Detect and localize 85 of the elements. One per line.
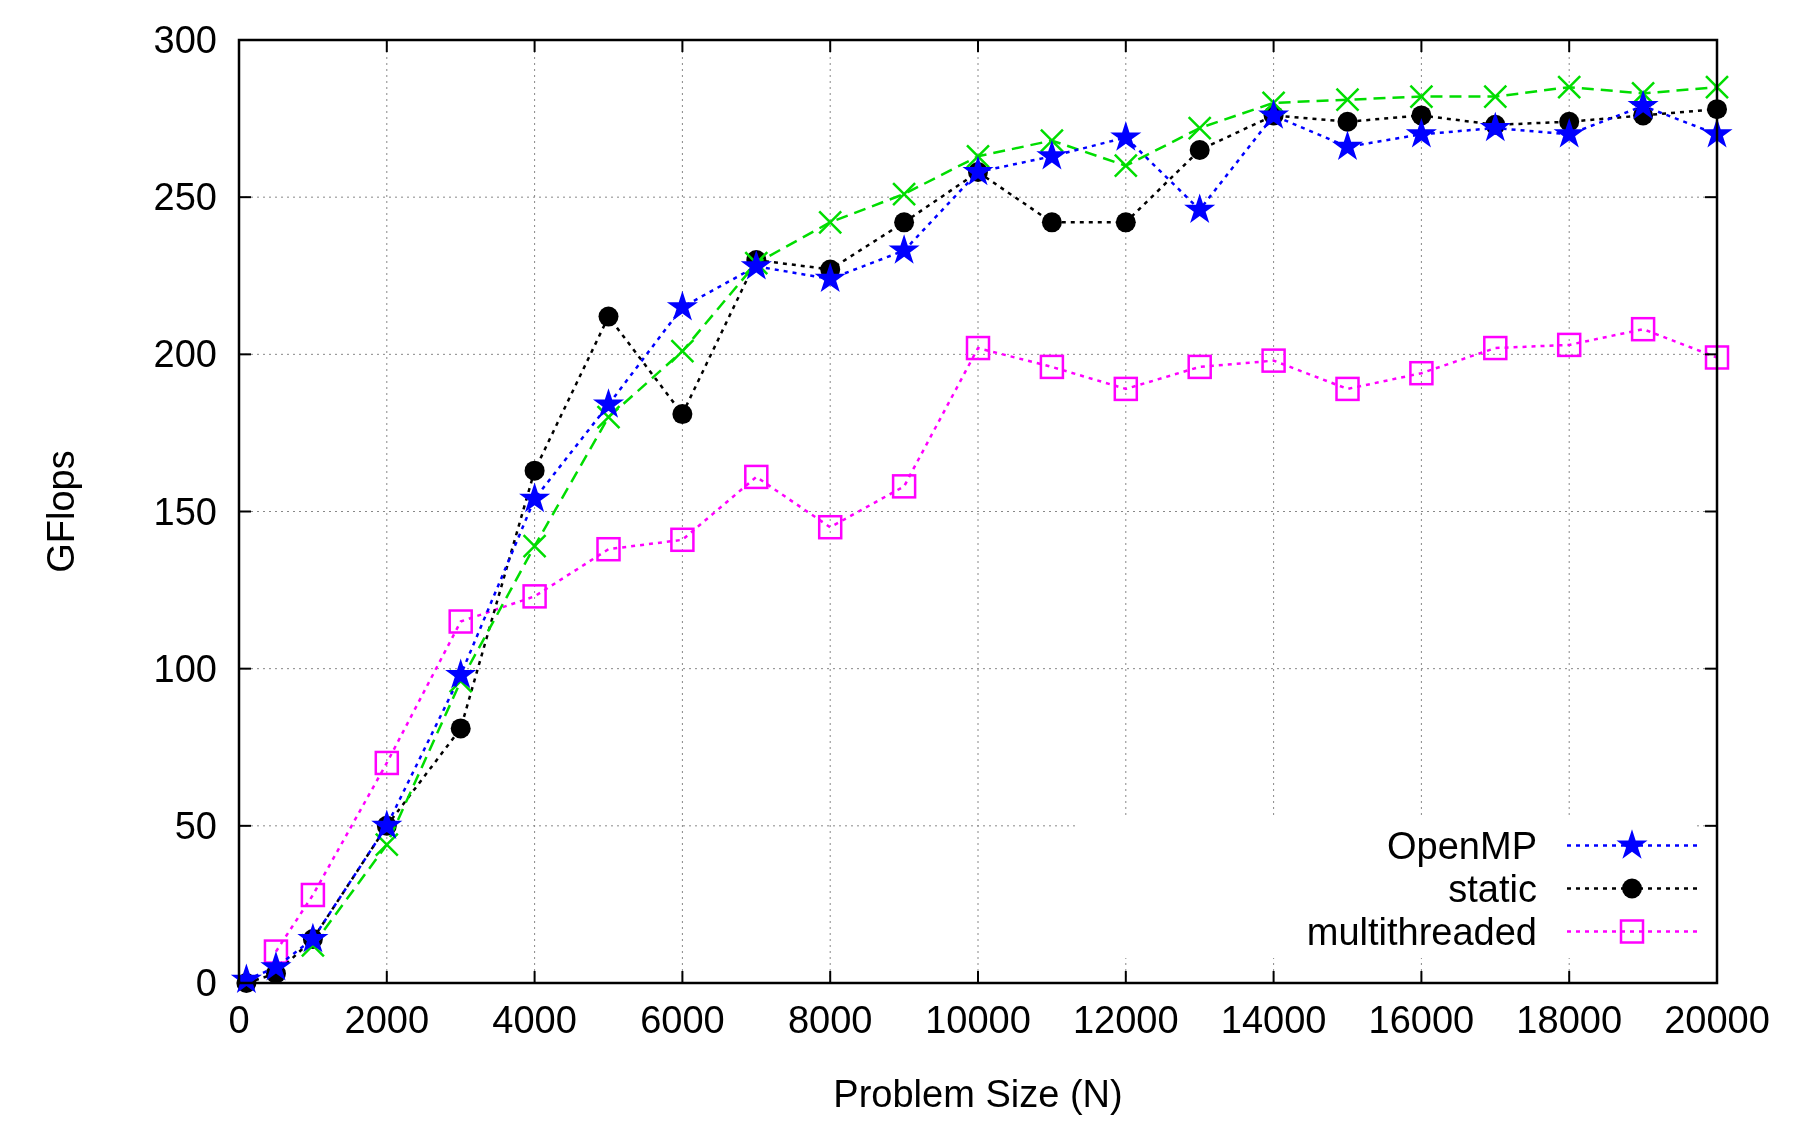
point bbox=[522, 533, 547, 559]
point bbox=[1405, 117, 1437, 148]
x-tick-label: 4000 bbox=[492, 999, 577, 1041]
point bbox=[1184, 193, 1216, 223]
point bbox=[1187, 115, 1212, 141]
point bbox=[1113, 153, 1139, 178]
point bbox=[888, 234, 920, 264]
point bbox=[814, 262, 846, 293]
x-tick-label: 18000 bbox=[1516, 999, 1623, 1041]
point bbox=[672, 404, 693, 425]
point bbox=[297, 922, 329, 953]
y-axis-title: GFlops bbox=[40, 450, 82, 573]
point bbox=[1704, 345, 1730, 370]
x-tick-label: 2000 bbox=[344, 999, 430, 1041]
point bbox=[1479, 111, 1511, 142]
point bbox=[965, 335, 991, 361]
point bbox=[1704, 74, 1730, 100]
point bbox=[1036, 139, 1068, 170]
legend-label: OpenMP bbox=[1387, 824, 1537, 867]
x-tick-label: 10000 bbox=[925, 999, 1031, 1041]
point bbox=[598, 306, 619, 327]
point bbox=[1409, 360, 1434, 386]
point bbox=[1113, 376, 1139, 402]
legend-label: multithreaded bbox=[1306, 910, 1537, 953]
x-tick-label: 0 bbox=[228, 999, 250, 1041]
point bbox=[670, 527, 695, 553]
point bbox=[1261, 348, 1286, 373]
point bbox=[1337, 111, 1358, 132]
point bbox=[522, 584, 547, 609]
point bbox=[1553, 117, 1585, 148]
point bbox=[670, 338, 695, 364]
point bbox=[1331, 130, 1364, 161]
point bbox=[1110, 121, 1142, 151]
point bbox=[260, 950, 292, 981]
point bbox=[1187, 354, 1212, 380]
y-tick-label: 0 bbox=[195, 962, 217, 1004]
point bbox=[1258, 99, 1290, 129]
point bbox=[1483, 84, 1508, 109]
point bbox=[817, 514, 843, 540]
legend-label: static bbox=[1448, 867, 1537, 910]
point bbox=[666, 290, 698, 321]
point bbox=[374, 750, 400, 776]
point bbox=[1411, 105, 1432, 126]
y-tick-label: 250 bbox=[153, 176, 217, 219]
x-tick-label: 16000 bbox=[1368, 999, 1475, 1041]
point bbox=[448, 609, 473, 634]
point bbox=[371, 809, 403, 840]
x-axis-title: Problem Size (N) bbox=[833, 1073, 1123, 1115]
point bbox=[1335, 376, 1360, 402]
x-tick-label: 12000 bbox=[1072, 999, 1179, 1041]
point bbox=[1409, 84, 1434, 109]
point bbox=[744, 464, 769, 490]
y-tick-label: 200 bbox=[153, 333, 217, 376]
point bbox=[1630, 316, 1656, 342]
point bbox=[450, 718, 471, 739]
point bbox=[592, 388, 625, 418]
point bbox=[1039, 354, 1065, 380]
point bbox=[1556, 74, 1582, 100]
point bbox=[1041, 212, 1062, 233]
point bbox=[891, 181, 917, 207]
x-tick-label: 14000 bbox=[1220, 999, 1327, 1041]
point bbox=[891, 474, 917, 499]
x-tick-label: 8000 bbox=[787, 999, 873, 1041]
point bbox=[1483, 335, 1508, 361]
point bbox=[1189, 140, 1210, 161]
point bbox=[524, 460, 545, 481]
x-tick-label: 20000 bbox=[1664, 999, 1770, 1041]
y-tick-label: 100 bbox=[153, 647, 217, 690]
point bbox=[1556, 332, 1582, 358]
y-tick-label: 150 bbox=[153, 490, 217, 533]
point bbox=[1335, 87, 1360, 112]
point bbox=[1115, 212, 1136, 233]
point bbox=[596, 536, 621, 562]
point bbox=[445, 658, 477, 689]
point bbox=[519, 482, 551, 513]
point bbox=[374, 832, 400, 857]
point bbox=[962, 155, 994, 186]
point bbox=[300, 882, 326, 908]
point bbox=[1627, 89, 1659, 120]
point bbox=[817, 210, 843, 235]
x-tick-label: 6000 bbox=[640, 999, 725, 1041]
point bbox=[894, 212, 915, 233]
y-tick-label: 300 bbox=[153, 19, 217, 61]
point bbox=[230, 963, 262, 994]
y-tick-label: 50 bbox=[174, 804, 217, 847]
